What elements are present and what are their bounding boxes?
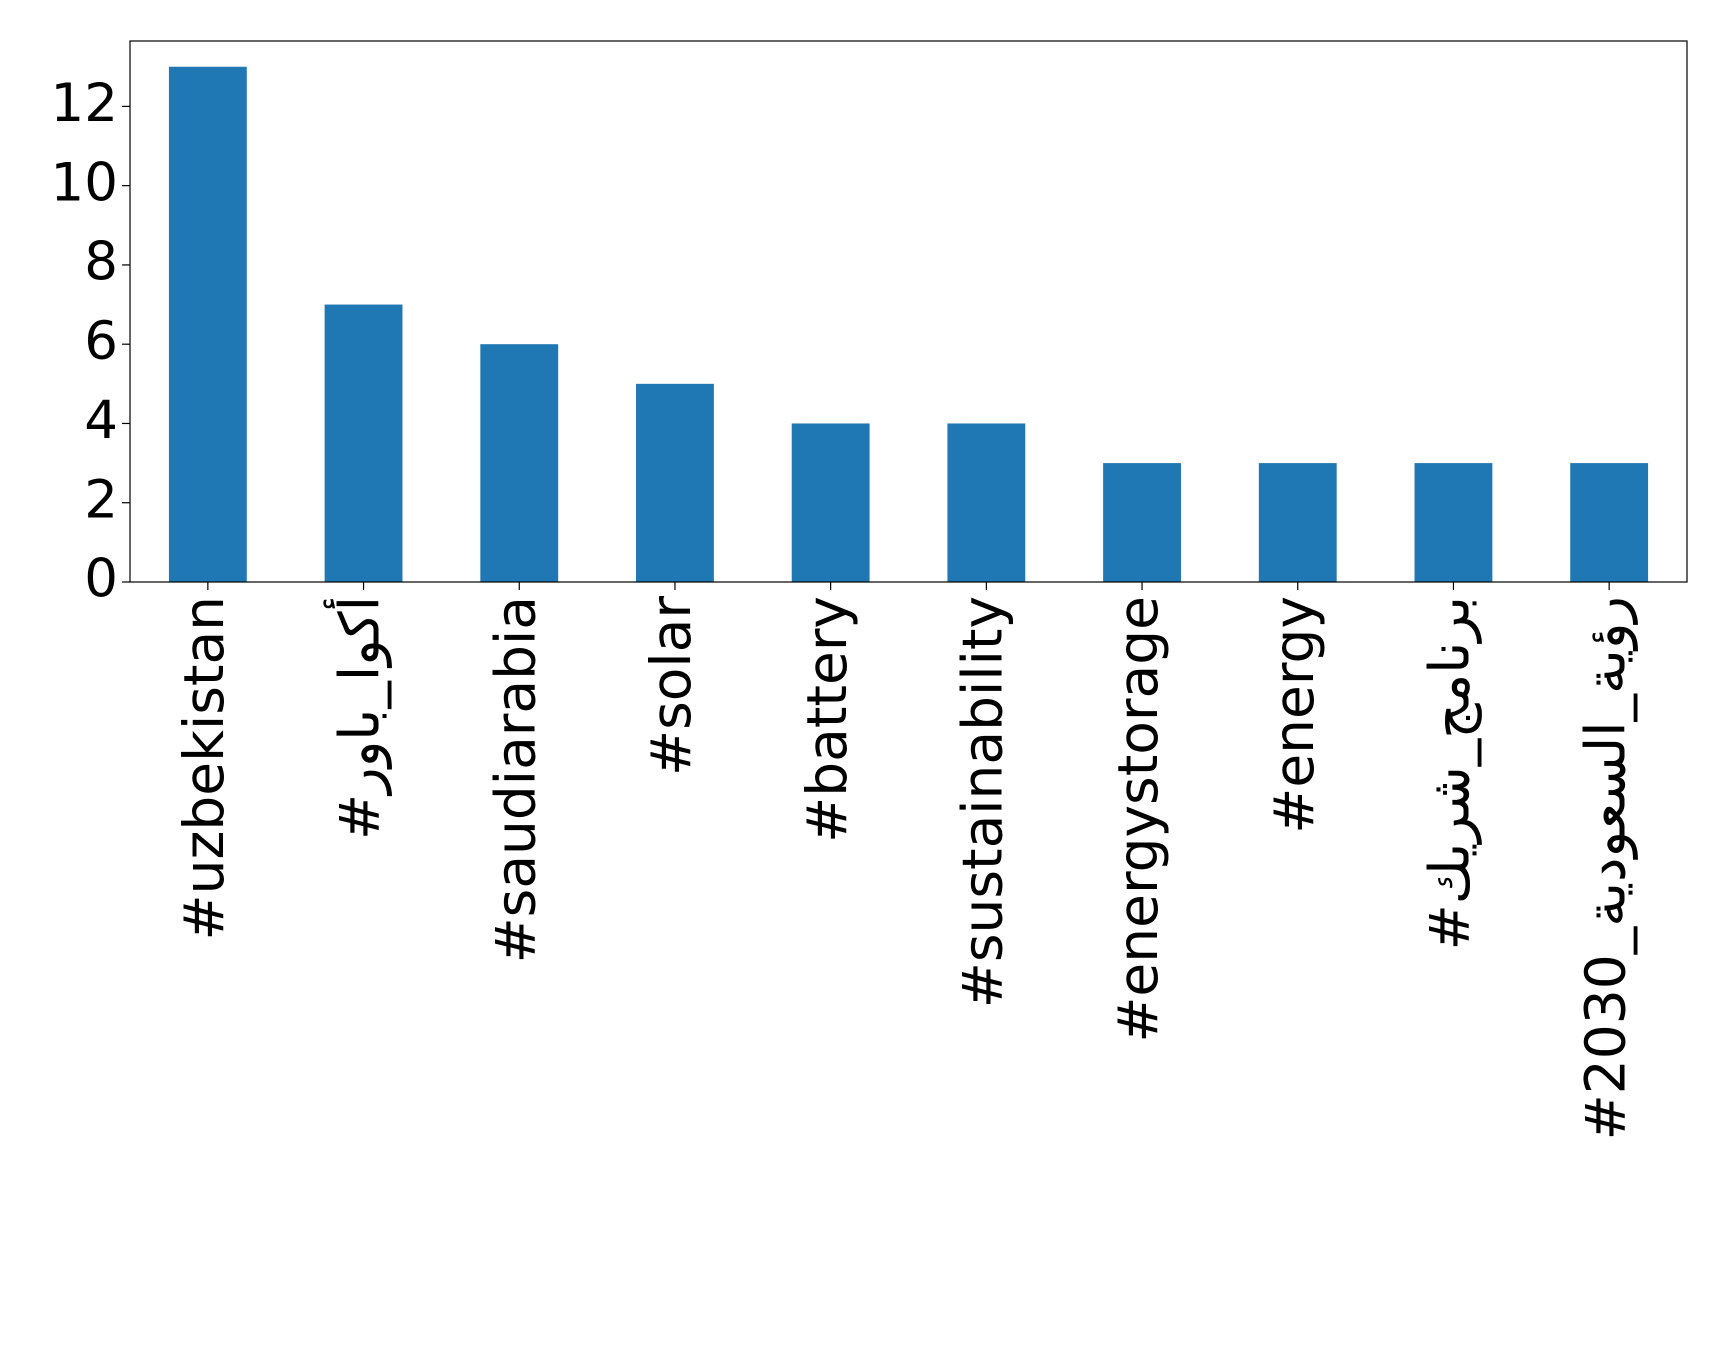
y-tick-label: 4 bbox=[84, 390, 118, 451]
x-tick-label: #solar bbox=[639, 596, 703, 776]
y-tick-label: 2 bbox=[84, 469, 118, 530]
x-tick-label: #أكوا_باور bbox=[324, 596, 393, 840]
y-tick-label: 8 bbox=[84, 232, 118, 293]
bar bbox=[1103, 463, 1181, 582]
y-tick-label: 6 bbox=[84, 311, 118, 372]
bar bbox=[1414, 463, 1493, 582]
x-tick-label: #energy bbox=[1262, 596, 1326, 834]
bar bbox=[480, 344, 559, 582]
x-tick-label: #sustainability bbox=[950, 596, 1014, 1008]
bar bbox=[1258, 463, 1337, 582]
bar bbox=[1570, 463, 1649, 582]
y-tick-label: 12 bbox=[51, 73, 118, 134]
x-tick-label: #برنامج_شريك bbox=[1418, 596, 1483, 950]
plot-frame bbox=[129, 40, 1688, 583]
y-tick-label: 10 bbox=[51, 152, 118, 213]
bar bbox=[636, 383, 714, 582]
x-tick-label: #saudiarabia bbox=[483, 596, 547, 963]
bar bbox=[324, 304, 403, 582]
bar bbox=[168, 66, 247, 582]
x-tick-label: #uzbekistan bbox=[172, 596, 236, 940]
x-tick-label: #battery bbox=[795, 596, 859, 843]
bar bbox=[947, 423, 1026, 582]
bar bbox=[791, 423, 870, 582]
y-tick-label: 0 bbox=[84, 549, 118, 610]
x-tick-label: #energystorage bbox=[1106, 596, 1170, 1043]
x-tick-label: #رؤية_السعودية_2030 bbox=[1573, 596, 1638, 1140]
